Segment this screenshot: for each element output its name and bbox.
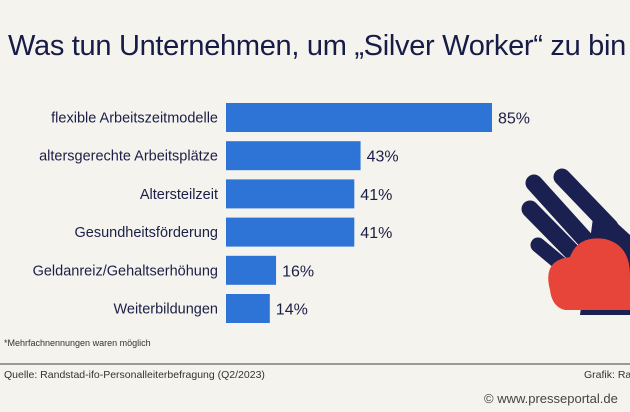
- source-text: Quelle: Randstad-ifo-Personalleiterbefra…: [4, 369, 265, 381]
- bar: [226, 103, 492, 132]
- value-label: 16%: [282, 263, 314, 280]
- bar: [226, 141, 361, 171]
- bar: [226, 294, 270, 323]
- category-label: Gesundheitsförderung: [75, 225, 219, 241]
- value-label: 14%: [276, 302, 308, 319]
- hand-heart-icon: [521, 168, 630, 315]
- credit-text: Grafik: Ra: [584, 369, 630, 381]
- bar: [226, 255, 277, 285]
- category-label: altersgerechte Arbeitsplätze: [39, 149, 218, 165]
- category-label: Altersteilzeit: [140, 187, 218, 203]
- chart-title: Was tun Unternehmen, um „Silver Worker“ …: [8, 30, 626, 62]
- bar: [226, 217, 355, 247]
- watermark: © www.presseportal.de: [484, 391, 618, 406]
- value-label: 43%: [367, 149, 399, 166]
- value-label: 41%: [360, 225, 392, 242]
- category-label: Weiterbildungen: [113, 302, 218, 318]
- footnote: *Mehrfachnennungen waren möglich: [4, 338, 151, 348]
- bar-chart: flexible Arbeitszeitmodelle 85% altersgere…: [33, 103, 530, 323]
- divider: [0, 363, 630, 365]
- category-label: Geldanreiz/Gehaltserhöhung: [33, 263, 218, 279]
- value-label: 41%: [360, 187, 392, 204]
- bar: [226, 179, 355, 209]
- value-label: 85%: [498, 111, 530, 128]
- category-label: flexible Arbeitszeitmodelle: [51, 111, 218, 127]
